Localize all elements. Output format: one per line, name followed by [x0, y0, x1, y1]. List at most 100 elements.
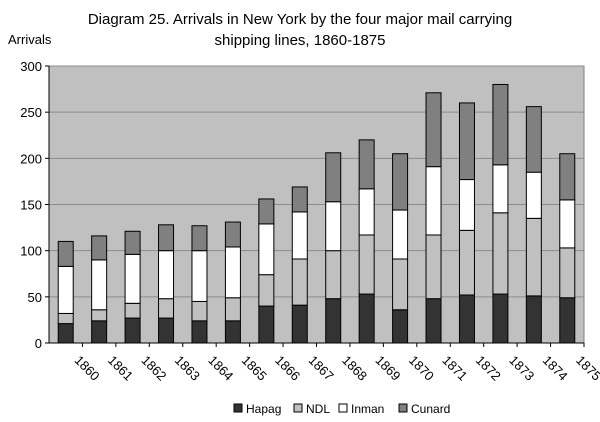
y-tick-label: 300	[20, 59, 42, 74]
y-tick-label: 100	[20, 244, 42, 259]
bar-cunard-1875	[559, 153, 576, 201]
bar-cunard-1872	[458, 102, 475, 181]
bar-inman-1873	[492, 164, 509, 214]
bar-ndl-1861	[91, 309, 108, 322]
bar-cunard-1864	[191, 225, 208, 252]
bar-inman-1866	[258, 223, 275, 276]
bar-inman-1868	[325, 201, 342, 252]
bar-cunard-1861	[91, 235, 108, 261]
bar-inman-1871	[425, 166, 442, 236]
bar-cunard-1874	[525, 106, 542, 173]
x-tick-label: 1862	[138, 353, 169, 384]
bar-ndl-1868	[325, 250, 342, 300]
bars	[57, 83, 576, 344]
bar-hapag-1872	[458, 294, 475, 344]
bar-ndl-1871	[425, 234, 442, 300]
legend-swatch-ndl	[293, 403, 303, 413]
bar-inman-1867	[291, 211, 308, 260]
y-axis-label: Arrivals	[8, 32, 52, 47]
legend-label-cunard: Cunard	[411, 402, 450, 416]
bar-hapag-1864	[191, 320, 208, 344]
x-tick-label: 1875	[573, 353, 600, 384]
y-tick-label: 200	[20, 151, 42, 166]
bar-cunard-1865	[224, 221, 241, 248]
y-tick-label: 250	[20, 105, 42, 120]
bar-cunard-1870	[392, 153, 409, 211]
bar-hapag-1875	[559, 297, 576, 344]
legend-label-ndl: NDL	[306, 402, 330, 416]
x-tick-label: 1868	[339, 353, 370, 384]
bar-cunard-1867	[291, 186, 308, 213]
bar-inman-1860	[57, 265, 74, 314]
bar-ndl-1864	[191, 300, 208, 322]
x-tick-label: 1873	[506, 353, 537, 384]
x-tick-label: 1870	[406, 353, 437, 384]
legend-label-hapag: Hapag	[246, 402, 281, 416]
x-tick-label: 1865	[239, 353, 270, 384]
x-tick-label: 1866	[272, 353, 303, 384]
x-tick-label: 1867	[306, 353, 337, 384]
bar-ndl-1867	[291, 258, 308, 306]
x-tick-label: 1863	[172, 353, 203, 384]
bar-hapag-1873	[492, 293, 509, 344]
bar-inman-1861	[91, 259, 108, 311]
x-tick-label: 1872	[473, 353, 504, 384]
bar-ndl-1869	[358, 234, 375, 295]
bar-ndl-1862	[124, 302, 141, 319]
bar-ndl-1866	[258, 274, 275, 307]
bar-ndl-1865	[224, 297, 241, 322]
bar-cunard-1869	[358, 139, 375, 190]
bar-hapag-1866	[258, 305, 275, 344]
bar-hapag-1867	[291, 304, 308, 344]
x-tick-label: 1869	[373, 353, 404, 384]
x-tick-label: 1861	[105, 353, 136, 384]
bar-inman-1865	[224, 246, 241, 299]
chart-title-line1: Diagram 25. Arrivals in New York by the …	[88, 11, 512, 28]
bar-inman-1875	[559, 199, 576, 249]
bar-inman-1862	[124, 253, 141, 304]
bar-hapag-1869	[358, 293, 375, 344]
legend-swatch-cunard	[398, 403, 408, 413]
bar-hapag-1861	[91, 320, 108, 344]
legend: Hapag NDL Inman Cunard	[233, 402, 450, 416]
bar-cunard-1863	[158, 224, 175, 252]
legend-label-inman: Inman	[351, 402, 384, 416]
bar-hapag-1863	[158, 317, 175, 344]
legend-swatch-hapag	[233, 403, 243, 413]
bar-inman-1869	[358, 188, 375, 236]
bar-cunard-1873	[492, 83, 509, 166]
bar-ndl-1863	[158, 298, 175, 319]
bar-ndl-1860	[57, 312, 74, 325]
bar-hapag-1865	[224, 320, 241, 344]
bar-ndl-1875	[559, 247, 576, 299]
bar-ndl-1872	[458, 229, 475, 296]
y-tick-label: 50	[28, 290, 42, 305]
chart-title-line2: shipping lines, 1860-1875	[215, 32, 386, 49]
bar-hapag-1868	[325, 298, 342, 344]
bar-hapag-1874	[525, 295, 542, 344]
bar-hapag-1871	[425, 298, 442, 344]
bar-hapag-1870	[392, 309, 409, 344]
bar-cunard-1862	[124, 230, 141, 255]
y-tick-label: 0	[35, 336, 42, 351]
x-tick-label: 1860	[72, 353, 103, 384]
x-tick-label: 1874	[540, 353, 571, 384]
bar-cunard-1868	[325, 152, 342, 203]
bar-inman-1870	[392, 209, 409, 260]
bar-inman-1872	[458, 179, 475, 231]
y-tick-label: 150	[20, 198, 42, 213]
bar-hapag-1860	[57, 323, 74, 344]
bar-inman-1874	[525, 171, 542, 219]
bar-cunard-1866	[258, 198, 275, 225]
bar-inman-1863	[158, 250, 175, 300]
bar-ndl-1873	[492, 212, 509, 295]
bar-cunard-1871	[425, 92, 442, 168]
x-tick-label: 1871	[439, 353, 470, 384]
x-tick-label: 1864	[205, 353, 236, 384]
legend-swatch-inman	[338, 403, 348, 413]
bar-hapag-1862	[124, 317, 141, 344]
bar-inman-1864	[191, 250, 208, 302]
bar-cunard-1860	[57, 240, 74, 267]
bar-ndl-1874	[525, 217, 542, 297]
